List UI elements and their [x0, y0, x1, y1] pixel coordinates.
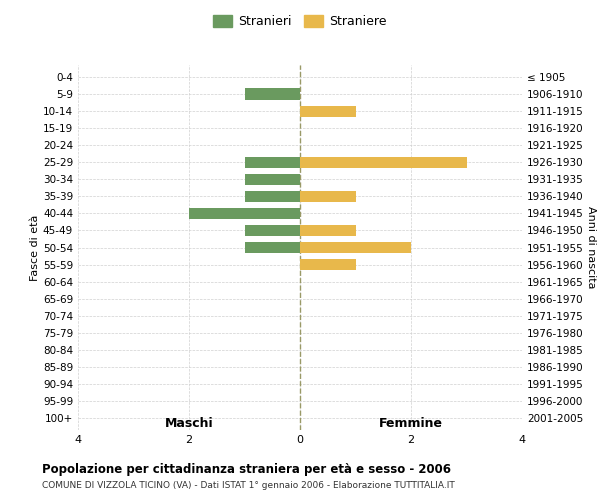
Legend: Stranieri, Straniere: Stranieri, Straniere	[208, 10, 392, 34]
Bar	[245, 156, 300, 168]
Y-axis label: Fasce di età: Fasce di età	[30, 214, 40, 280]
Bar	[300, 259, 355, 270]
Text: COMUNE DI VIZZOLA TICINO (VA) - Dati ISTAT 1° gennaio 2006 - Elaborazione TUTTIT: COMUNE DI VIZZOLA TICINO (VA) - Dati IST…	[42, 480, 455, 490]
Bar	[245, 242, 300, 253]
Text: Femmine: Femmine	[379, 417, 443, 430]
Bar	[300, 191, 355, 202]
Bar	[245, 225, 300, 236]
Text: Popolazione per cittadinanza straniera per età e sesso - 2006: Popolazione per cittadinanza straniera p…	[42, 462, 451, 475]
Bar	[245, 88, 300, 100]
Bar	[245, 191, 300, 202]
Bar	[300, 106, 355, 117]
Text: Maschi: Maschi	[164, 417, 214, 430]
Bar	[300, 225, 355, 236]
Bar	[189, 208, 300, 219]
Bar	[300, 242, 411, 253]
Bar	[300, 156, 467, 168]
Y-axis label: Anni di nascita: Anni di nascita	[586, 206, 596, 289]
Bar	[245, 174, 300, 185]
